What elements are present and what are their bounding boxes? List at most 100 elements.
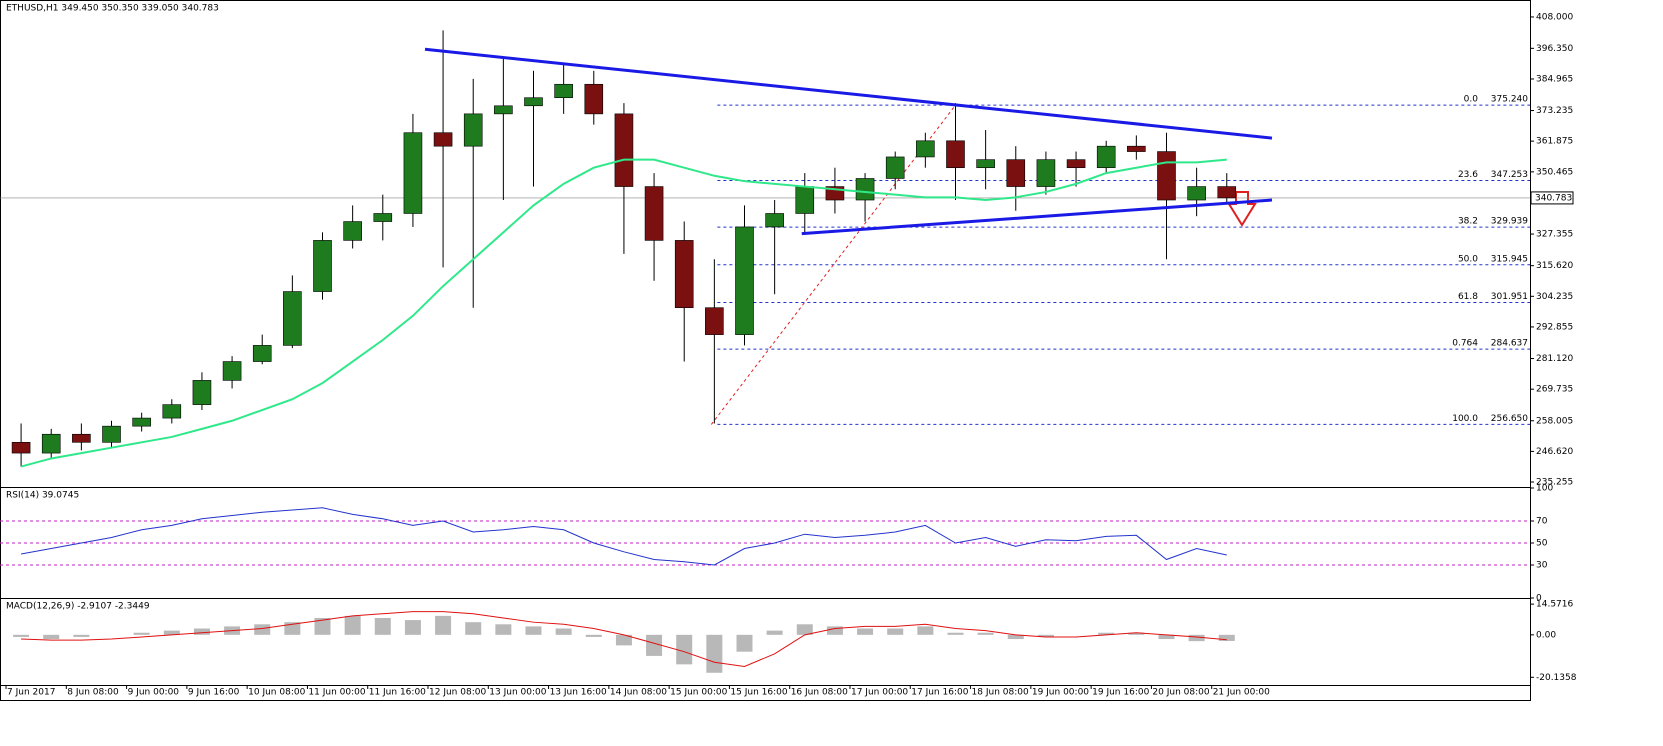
macd-bar <box>676 634 693 665</box>
macd-bar <box>736 634 753 652</box>
macd-bar <box>585 634 602 637</box>
macd-bar <box>314 617 331 635</box>
macd-bar <box>374 617 391 635</box>
candle-body <box>524 97 543 107</box>
x-tick-label: 15 Jun 16:00 <box>730 688 787 698</box>
macd-bar <box>13 634 30 637</box>
candle-body <box>644 186 664 241</box>
frame <box>0 0 1531 701</box>
macd-bar <box>826 626 843 635</box>
fib-ratio: 0.0 <box>1464 95 1479 105</box>
fib-ratio: 23.6 <box>1458 170 1478 180</box>
x-tick-label: 20 Jun 08:00 <box>1152 688 1209 698</box>
candle-body <box>674 240 694 309</box>
macd-bar <box>555 628 572 635</box>
x-tick-label: 21 Jun 00:00 <box>1213 688 1270 698</box>
y-tick-label: 100 <box>1536 484 1553 494</box>
fib-price: 284.637 <box>1491 339 1528 349</box>
y-tick-label: 408.000 <box>1536 12 1573 22</box>
fib-price: 315.945 <box>1491 254 1528 264</box>
macd-bar <box>766 630 783 635</box>
macd-bar <box>344 615 361 635</box>
candle-body <box>705 307 724 335</box>
candle-body <box>584 83 604 115</box>
macd-bar <box>1218 634 1235 641</box>
macd-bar <box>73 634 90 637</box>
candle-body <box>1157 151 1176 201</box>
candle-body <box>373 213 393 222</box>
fib-price: 375.240 <box>1491 95 1528 105</box>
x-tick-label: 9 Jun 16:00 <box>188 688 240 698</box>
macd-bar <box>917 626 934 635</box>
macd-bar <box>1188 634 1205 642</box>
x-tick-label: 7 Jun 2017 <box>7 688 55 698</box>
x-tick-label: 18 Jun 08:00 <box>972 688 1029 698</box>
fib-price: 256.650 <box>1491 414 1528 424</box>
trendline <box>801 198 1273 236</box>
candle-body <box>313 240 332 292</box>
candle-body <box>132 417 151 427</box>
fib-price: 347.253 <box>1491 170 1528 180</box>
y-tick-label: 30 <box>1536 561 1548 571</box>
y-tick-label: 258.005 <box>1536 416 1573 426</box>
rsi-header: RSI(14) 39.0745 <box>6 491 79 501</box>
price-header: ETHUSD,H1 349.450 350.350 339.050 340.78… <box>6 4 219 14</box>
x-tick-label: 17 Jun 16:00 <box>911 688 968 698</box>
candle-body <box>735 226 754 335</box>
y-tick-label: 235.255 <box>1536 478 1573 488</box>
x-tick-label: 11 Jun 00:00 <box>308 688 365 698</box>
fib-line <box>710 104 956 425</box>
y-tick-label: 304.235 <box>1536 292 1573 302</box>
candle-body <box>41 433 61 454</box>
x-tick-label: 15 Jun 00:00 <box>670 688 727 698</box>
macd-bar <box>947 632 964 635</box>
x-tick-label: 12 Jun 08:00 <box>429 688 486 698</box>
y-tick-label: 327.355 <box>1536 230 1573 240</box>
fib-ratio: 38.2 <box>1458 217 1478 227</box>
macd-bar <box>977 632 994 635</box>
candle-body <box>343 221 362 241</box>
candle-body <box>885 156 905 179</box>
candle-body <box>252 345 272 362</box>
x-tick-label: 11 Jun 16:00 <box>369 688 426 698</box>
macd-bar <box>615 634 632 646</box>
candle-body <box>795 186 815 214</box>
x-tick-label: 14 Jun 08:00 <box>610 688 667 698</box>
candle-body <box>403 132 423 214</box>
fib-price: 301.951 <box>1491 292 1528 302</box>
moving-average <box>20 158 1227 468</box>
candle-body <box>162 404 182 419</box>
signal-line <box>21 611 1227 667</box>
macd-bar <box>1007 634 1024 640</box>
y-tick-label: 50 <box>1536 539 1548 549</box>
macd-bar <box>525 626 542 635</box>
macd-bar <box>1037 634 1054 637</box>
y-tick-label: 70 <box>1536 517 1548 527</box>
x-tick-label: 10 Jun 08:00 <box>248 688 305 698</box>
macd-bar <box>646 634 663 656</box>
candle-body <box>1006 159 1026 187</box>
last-price-label: 340.783 <box>1535 193 1572 203</box>
macd-bar <box>43 634 60 640</box>
candle-body <box>1096 145 1116 169</box>
candle-body <box>1036 159 1056 187</box>
x-tick-label: 9 Jun 00:00 <box>128 688 180 698</box>
candle-body <box>433 132 453 147</box>
last-price-box <box>1530 191 1574 205</box>
candle-body <box>614 113 634 187</box>
candle-body <box>283 291 302 346</box>
x-tick-label: 19 Jun 00:00 <box>1032 688 1089 698</box>
candle-body <box>222 361 242 381</box>
y-tick-label: 0.00 <box>1536 630 1556 640</box>
y-tick-label: 350.465 <box>1536 167 1573 177</box>
macd-bar <box>193 628 210 635</box>
macd-bar <box>857 628 874 635</box>
macd-bar <box>465 622 482 635</box>
y-tick-label: 315.620 <box>1536 261 1573 271</box>
macd-bar <box>435 615 452 635</box>
x-tick-label: 13 Jun 00:00 <box>489 688 546 698</box>
candle-body <box>494 105 513 115</box>
candle-body <box>855 178 875 201</box>
